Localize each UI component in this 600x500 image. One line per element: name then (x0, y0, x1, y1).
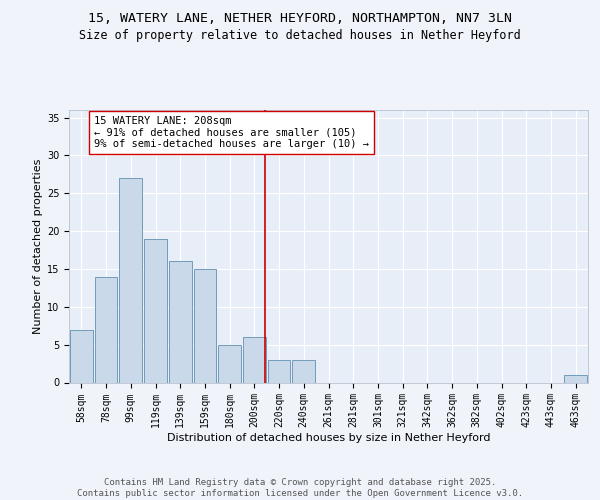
Text: Size of property relative to detached houses in Nether Heyford: Size of property relative to detached ho… (79, 29, 521, 42)
Bar (268, 360, 290, 382)
Bar (564, 375, 587, 382)
Bar (292, 360, 315, 382)
Bar (70, 330, 93, 382)
Text: 15 WATERY LANE: 208sqm
← 91% of detached houses are smaller (105)
9% of semi-det: 15 WATERY LANE: 208sqm ← 91% of detached… (94, 116, 369, 150)
Bar (95, 276, 118, 382)
Bar (119, 178, 142, 382)
Bar (144, 238, 167, 382)
X-axis label: Distribution of detached houses by size in Nether Heyford: Distribution of detached houses by size … (167, 433, 490, 443)
Bar (169, 262, 191, 382)
Bar (243, 337, 266, 382)
Bar (194, 269, 216, 382)
Text: Contains HM Land Registry data © Crown copyright and database right 2025.
Contai: Contains HM Land Registry data © Crown c… (77, 478, 523, 498)
Y-axis label: Number of detached properties: Number of detached properties (32, 158, 43, 334)
Bar (218, 344, 241, 383)
Text: 15, WATERY LANE, NETHER HEYFORD, NORTHAMPTON, NN7 3LN: 15, WATERY LANE, NETHER HEYFORD, NORTHAM… (88, 12, 512, 26)
